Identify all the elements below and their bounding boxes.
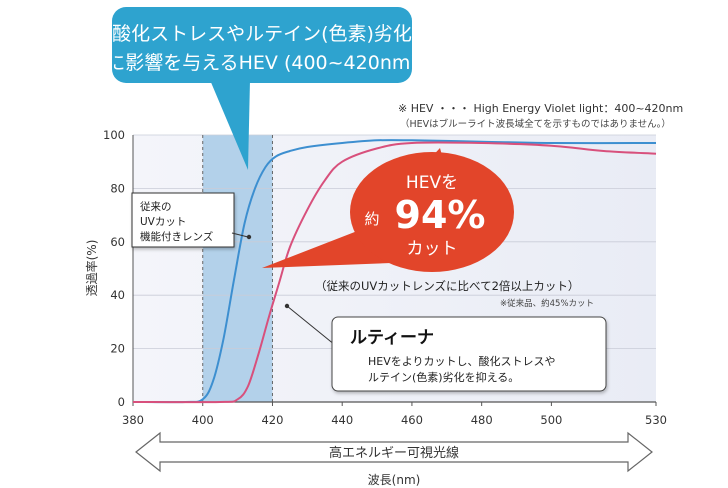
lutina-line2: ルテイン(色素)劣化を抑える。	[368, 370, 519, 384]
y-tick-label: 80	[110, 181, 125, 195]
callout-line1: 酸化ストレスやルテイン(色素)劣化	[112, 23, 412, 45]
spectrum-label: 高エネルギー可視光線	[329, 445, 459, 461]
lutina-line1: HEVをよりカットし、酸化ストレスや	[368, 354, 556, 368]
hev-callout: 酸化ストレスやルテイン(色素)劣化 に影響を与えるHEV (400~420nm)	[106, 7, 418, 170]
conventional-label-line3: 機能付きレンズ	[140, 230, 213, 243]
y-axis-label: 透過率(%)	[84, 240, 99, 297]
lutina-marker	[284, 303, 290, 309]
burst-prefix: 約	[364, 210, 379, 228]
y-tick-label: 100	[103, 128, 125, 142]
conventional-pointer	[231, 232, 249, 238]
x-tick-label: 420	[261, 413, 283, 427]
cut-rate-burst: HEVを 約 94% カット	[262, 148, 514, 272]
x-tick-label: 480	[471, 413, 493, 427]
y-tick-label: 60	[110, 235, 125, 249]
burst-line3: カット	[407, 239, 458, 259]
comparison-main: （従来のUVカットレンズに比べて2倍以上カット）	[315, 279, 579, 293]
hev-note-line1: ※ HEV ・・・ High Energy Violet light：400~4…	[398, 102, 683, 115]
x-tick-label: 460	[401, 413, 423, 427]
x-tick-labels: 380 400 420 440 460 480 500 530	[122, 402, 667, 427]
x-tick-label: 380	[122, 413, 144, 427]
y-tick-label: 40	[110, 288, 125, 302]
y-tick-labels: 0 20 40 60 80 100	[103, 128, 125, 409]
hev-band	[202, 135, 273, 402]
burst-value: 94%	[395, 193, 486, 237]
series-lines	[132, 139, 657, 404]
lutina-title: ルティーナ	[350, 328, 434, 348]
x-tick-label: 440	[331, 413, 353, 427]
hev-note-line2: （HEVはブルーライト波長域全てを示すものではありません。）	[400, 118, 671, 130]
x-tick-label: 530	[645, 413, 667, 427]
x-tick-label: 500	[540, 413, 562, 427]
conventional-label-line1: 従来の	[140, 200, 172, 213]
x-axis-label: 波長(nm)	[368, 473, 421, 487]
x-tick-label: 400	[192, 413, 214, 427]
series-line-lutina	[132, 141, 657, 404]
series-line-conventional	[132, 139, 657, 404]
y-tick-label: 20	[110, 342, 125, 356]
conventional-marker	[246, 234, 252, 240]
callout-line2: に影響を与えるHEV (400~420nm)	[106, 52, 418, 74]
y-tick-label: 0	[118, 395, 125, 409]
lutina-pointer	[286, 305, 336, 346]
burst-line1: HEVを	[406, 173, 458, 193]
comparison-sub: ※従来品、約45%カット	[500, 298, 594, 309]
band-boundaries	[202, 135, 273, 402]
spectrum-arrow	[135, 431, 653, 473]
conventional-lens-label	[131, 192, 235, 248]
conventional-label-line2: UVカット	[140, 216, 186, 228]
lutina-box	[331, 316, 607, 392]
